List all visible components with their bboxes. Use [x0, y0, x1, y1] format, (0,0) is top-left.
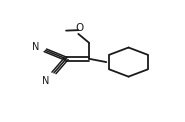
- Text: N: N: [32, 42, 39, 52]
- Text: O: O: [75, 23, 83, 33]
- Text: N: N: [42, 76, 49, 86]
